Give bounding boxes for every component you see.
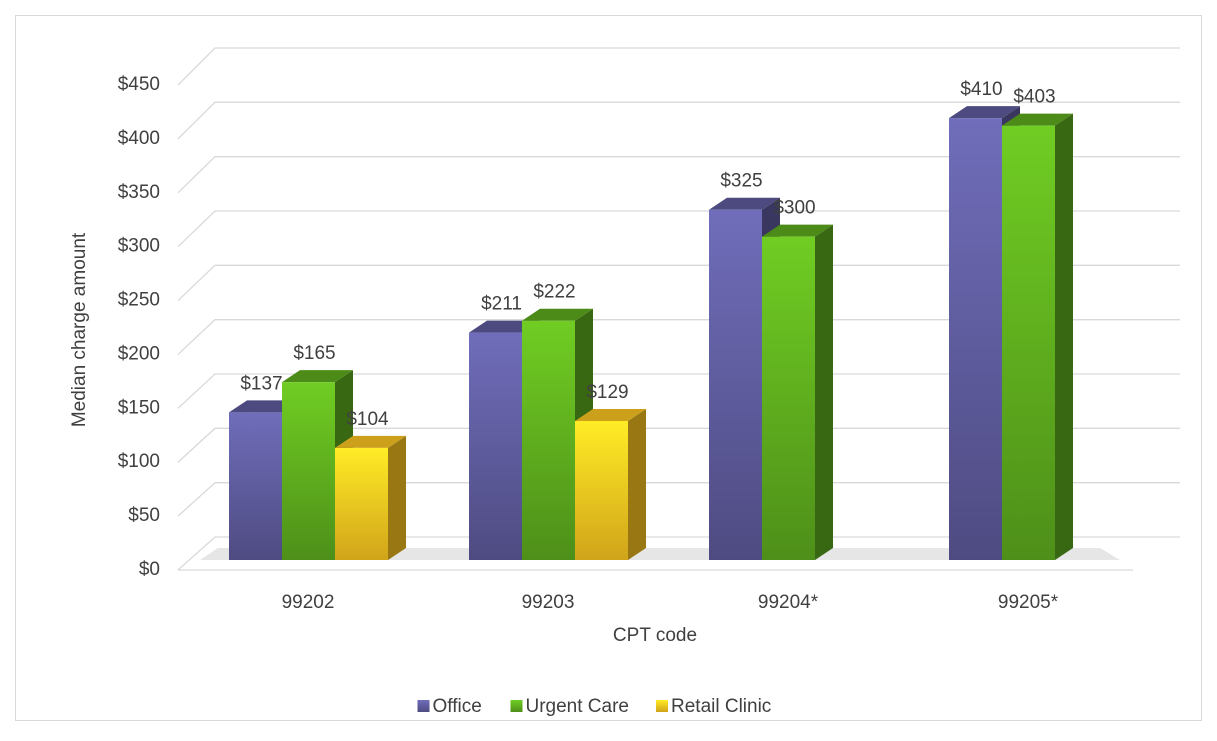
- data-label: $325: [720, 171, 762, 192]
- data-label: $165: [293, 343, 335, 364]
- legend-label: Office: [433, 696, 482, 717]
- legend-label: Retail Clinic: [671, 696, 771, 717]
- y-tick-label: $200: [118, 343, 160, 364]
- x-axis-title: CPT code: [613, 625, 697, 646]
- data-label: $137: [240, 373, 282, 394]
- y-axis-title: Median charge amount: [69, 232, 90, 427]
- legend-swatch: [417, 700, 430, 712]
- bar: [229, 412, 282, 560]
- bar-top: [335, 435, 406, 448]
- y-tick-label: $150: [118, 397, 160, 418]
- grid-line: [177, 264, 1180, 302]
- legend-label: Urgent Care: [526, 696, 630, 717]
- y-tick-label: $400: [118, 128, 160, 149]
- bar: [335, 447, 388, 560]
- y-tick-label: $250: [118, 290, 160, 311]
- bar: [949, 118, 1002, 560]
- floor-shadow: [200, 548, 1120, 560]
- x-tick-label: 99205*: [998, 592, 1059, 613]
- y-tick-label: $450: [118, 74, 160, 95]
- data-label: $300: [773, 198, 815, 219]
- grid-line: [177, 210, 1180, 248]
- data-label: $211: [481, 294, 522, 315]
- bar-top: [522, 308, 593, 321]
- bar: [1002, 125, 1055, 561]
- data-label: $410: [960, 79, 1002, 100]
- bar: [522, 320, 575, 560]
- x-tick-label: 99204*: [758, 592, 819, 613]
- bar-top: [575, 408, 646, 421]
- x-tick-label: 99203: [522, 592, 575, 613]
- y-tick-label: $350: [118, 182, 160, 203]
- grid-line: [177, 536, 1180, 571]
- legend-swatch: [510, 700, 523, 712]
- bar-top: [762, 224, 833, 237]
- data-label: $222: [533, 282, 575, 303]
- y-tick-label: $100: [118, 451, 160, 472]
- bar-top: [282, 370, 353, 383]
- bar-top: [709, 197, 780, 210]
- bar-top: [949, 106, 1020, 119]
- bar-side: [1055, 113, 1073, 561]
- grid-line: [177, 427, 1180, 463]
- bar: [575, 420, 628, 560]
- grid-line: [177, 482, 1180, 517]
- bar: [709, 209, 762, 560]
- data-label: $403: [1013, 87, 1055, 108]
- bar-top: [1002, 113, 1073, 126]
- x-tick-label: 99202: [282, 592, 335, 613]
- bar-side: [628, 408, 646, 560]
- grid-line: [177, 156, 1180, 194]
- grid-line: [177, 319, 1180, 355]
- y-tick-label: $0: [139, 559, 160, 580]
- bar-side: [815, 224, 833, 560]
- grid-line: [177, 101, 1180, 140]
- y-tick-label: $300: [118, 236, 160, 257]
- y-tick-label: $50: [128, 505, 160, 526]
- bar: [762, 236, 815, 560]
- grid-line: [177, 47, 1180, 86]
- bar-side: [388, 435, 406, 560]
- bar: [469, 332, 522, 560]
- bar: [282, 382, 335, 560]
- data-label: $104: [346, 409, 389, 430]
- data-label: $129: [586, 382, 628, 403]
- legend-swatch: [656, 700, 668, 712]
- grid-line: [177, 373, 1180, 409]
